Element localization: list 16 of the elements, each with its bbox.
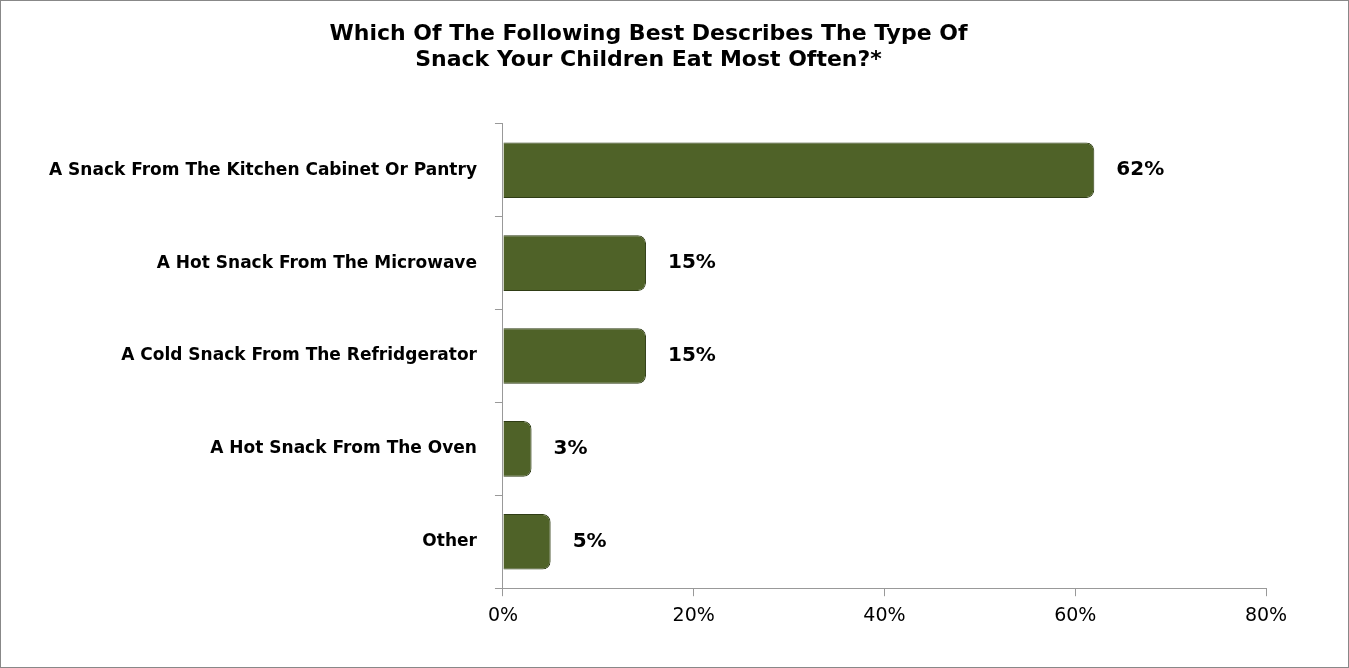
x-tick-label: 20%	[672, 602, 715, 625]
data-label: 62%	[1116, 156, 1165, 181]
chart-title: Which Of The Following Best Describes The Type Of Snack Your Children Eat Most Often?*	[329, 19, 968, 72]
x-tick-label: 0%	[487, 602, 519, 625]
data-label: 3%	[553, 435, 588, 460]
data-label: 15%	[668, 342, 716, 367]
y-tick-label: A Cold Snack From The Refridgerator	[121, 344, 478, 365]
y-tick-label: A Hot Snack From The Microwave	[156, 251, 477, 272]
y-tick-label: Other	[422, 530, 478, 551]
x-tick-label: 80%	[1244, 602, 1288, 625]
y-tick-label: A Hot Snack From The Oven	[210, 437, 477, 458]
data-label: 15%	[668, 249, 716, 274]
x-tick-label: 60%	[1054, 602, 1097, 625]
x-tick-label: 40%	[863, 602, 906, 625]
y-tick-label: A Snack From The Kitchen Cabinet Or Pantry	[48, 158, 477, 179]
data-label: 5%	[572, 527, 607, 552]
